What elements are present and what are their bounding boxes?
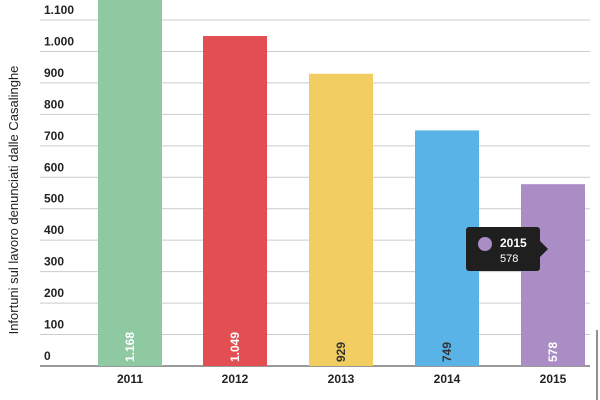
tooltip-arrow	[540, 241, 548, 257]
bar	[98, 0, 162, 367]
y-tick-label: 100	[44, 318, 64, 332]
y-tick-label: 200	[44, 286, 64, 300]
y-tick-label: 700	[44, 129, 64, 143]
y-tick-label: 800	[44, 97, 64, 111]
tooltip: 2015 578	[466, 227, 548, 271]
bars: 1.168 1.049 929 749 578	[98, 0, 585, 367]
bar-value-label: 929	[334, 342, 348, 362]
tooltip-series-dot	[478, 237, 492, 251]
x-category-label: 2015	[540, 372, 567, 386]
y-tick-label: 600	[44, 160, 64, 174]
bar	[521, 184, 585, 366]
y-tick-label: 500	[44, 192, 64, 206]
bar-value-label: 578	[546, 342, 560, 362]
x-axis-categories: 2011 2012 2013 2014 2015	[117, 372, 567, 386]
tooltip-value: 578	[500, 253, 518, 265]
tooltip-category: 2015	[500, 236, 527, 250]
x-category-label: 2011	[117, 372, 143, 386]
y-tick-label: 300	[44, 255, 64, 269]
x-category-label: 2014	[434, 372, 461, 386]
y-tick-label: 900	[44, 66, 64, 80]
y-axis-label: Infortuni sul lavoro denunciati dalle Ca…	[6, 66, 21, 335]
bar-value-label: 1.049	[228, 332, 242, 362]
y-tick-label: 1.000	[44, 34, 74, 48]
y-tick-label: 0	[44, 349, 51, 363]
y-axis-ticks: 0 100 200 300 400 500 600 700 800 900 1.000 1.100	[44, 3, 74, 363]
x-category-label: 2013	[328, 372, 355, 386]
y-tick-label: 400	[44, 223, 64, 237]
x-category-label: 2012	[222, 372, 249, 386]
bar	[309, 73, 373, 367]
bar-value-label: 1.168	[123, 332, 137, 362]
bar	[203, 36, 267, 367]
y-tick-label: 1.100	[44, 3, 74, 17]
bar-value-label: 749	[440, 342, 454, 362]
